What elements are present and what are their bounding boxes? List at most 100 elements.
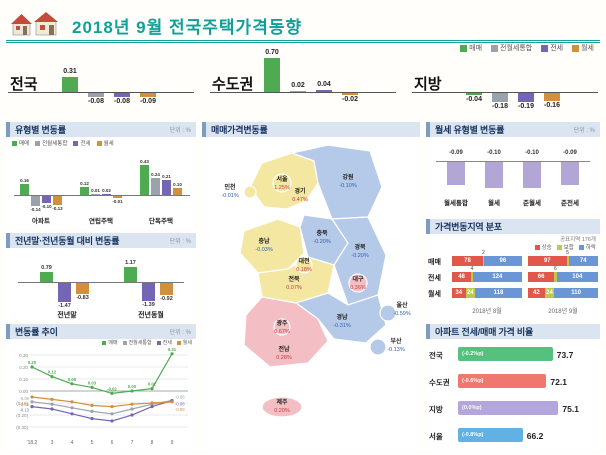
panel-header: 아파트 전세/매매 가격 비율 — [426, 324, 600, 339]
monthly-rent-chart: -0.09 월세통합 -0.10 월세 -0.10 준월세 -0.09 준전세 — [426, 137, 600, 214]
ratio-bar — [458, 401, 559, 415]
bar-value-label: 0.16 — [20, 177, 29, 183]
data-point — [110, 419, 114, 423]
segment-count-label: 97 — [543, 258, 551, 264]
chart-text: 0.06 — [68, 377, 77, 382]
line-series — [31, 400, 173, 422]
chart-text: 0.30 — [19, 353, 28, 358]
bar-value-label: 0.43 — [140, 158, 149, 164]
bar — [31, 196, 40, 206]
legend-swatch — [578, 244, 584, 250]
chart-text: 0.07% — [286, 285, 302, 291]
segment-count-label: 110 — [571, 290, 581, 296]
bar — [173, 188, 182, 195]
chart-text: 인천 — [224, 183, 236, 191]
ratio-value: 72.1 — [550, 377, 567, 387]
row-label: 매매 — [428, 259, 441, 266]
bar-value-label: 0.12 — [80, 180, 89, 186]
axis-baseline — [412, 92, 598, 93]
legend-label: 매매 — [19, 141, 30, 147]
page-title: 2018년 9월 전국주택가격동향 — [72, 18, 303, 37]
legend-label: 월세 — [182, 340, 192, 346]
korea-map-body: 서울 1.25% 인천 -0.01% 경기 0.47% 강원 -0.10% 충북 -0.20% 충남… — [202, 137, 420, 450]
stacked-segment — [475, 288, 522, 298]
chart-text: 0.31 — [168, 347, 177, 352]
legend-item: 보합 — [556, 243, 574, 251]
data-point — [70, 406, 74, 410]
panel-title: 유형별 변동률 — [15, 125, 66, 135]
chart-text: 0.20 — [19, 365, 28, 370]
chart-text: 부산 — [390, 337, 402, 345]
ratio-bar — [458, 428, 523, 442]
legend-swatch — [491, 44, 499, 52]
chart-text: 3 — [51, 440, 54, 446]
bar — [561, 162, 579, 186]
legend-item: 전월세통합 — [122, 339, 152, 346]
chart-text: -0.08 — [175, 395, 185, 400]
panel-header: 전년말·전년동월 대비 변동률 단위 : % — [6, 233, 196, 248]
legend-label: 매매 — [108, 340, 118, 346]
data-point — [130, 413, 134, 417]
stacked-segment — [465, 288, 476, 298]
legend-item: 전세 — [73, 139, 91, 147]
chart-text: 9 — [171, 440, 174, 446]
map-region-gwangju — [273, 318, 291, 336]
row-label: 서울 — [429, 432, 443, 441]
chart-text: 4 — [71, 440, 74, 446]
chart-text: -0.59% — [393, 311, 411, 317]
data-point — [110, 412, 114, 416]
line-series — [31, 400, 173, 415]
legend-label: 매매 — [469, 45, 483, 52]
chart-text: (0.20) — [16, 413, 28, 418]
category-label: 전년말 — [57, 312, 77, 319]
legend-swatch — [12, 140, 17, 146]
data-point — [30, 365, 34, 369]
bar — [160, 283, 173, 295]
bar-value-label: 1.17 — [125, 259, 136, 266]
region-name: 지방 — [414, 76, 442, 93]
bar-value-label: -0.18 — [492, 102, 508, 110]
bar-value-label: -0.19 — [518, 103, 534, 111]
chart-text: -0.05 — [19, 402, 29, 407]
jeonse-ratio-chart: 전국 (-0.2%p) 73.7 수도권 (-0.6%p) 72.1 지방 (0.0%p) 75… — [426, 339, 600, 450]
chart-text: 경기 — [294, 187, 305, 195]
bar-value-label: -1.47 — [58, 303, 71, 310]
trend-chart: 매매 전월세통합 전세 월세 0.30 0.20 0.10 0.00 (0.10) (0.20)(… — [6, 339, 196, 450]
category-label: 월세 — [488, 200, 500, 207]
bar — [42, 196, 51, 203]
ratio-value: 73.7 — [556, 350, 574, 360]
bar — [485, 162, 503, 188]
chart-text: 0.18% — [296, 267, 312, 273]
axis-baseline — [14, 195, 190, 196]
bar — [76, 283, 89, 294]
panel-yearly-change: 전년말·전년동월 대비 변동률 단위 : % 0.79 -1.47 -0.83 전년말… — [6, 233, 196, 319]
legend-label: 전세 — [162, 340, 172, 346]
chart-text: -0.03% — [255, 247, 273, 253]
yearly-change-chart: 0.79 -1.47 -0.83 전년말 1.17 -1.39 -0.92 전년동월 — [6, 248, 196, 319]
chart-text: 0.28% — [276, 355, 292, 361]
bar — [80, 186, 89, 195]
chart-text: 경남 — [336, 313, 348, 321]
data-point — [30, 405, 34, 409]
map-region-daejeon — [295, 256, 313, 274]
bar-value-label: -0.92 — [160, 295, 173, 302]
legend-swatch — [541, 44, 549, 52]
bar — [316, 90, 332, 92]
summary-strip: 전국 0.31 -0.08 -0.08 -0.09 수도권 0.70 0.02 0.04 -0.0… — [0, 46, 606, 120]
stacked-segment — [568, 256, 598, 266]
chart-text: -0.20% — [351, 253, 369, 259]
data-point — [130, 407, 134, 411]
axis-baseline — [210, 92, 396, 93]
panel-region-distribution: 가격변동지역 분포 공표지역 176개 상승 보합 하락 매매 78 2 96 97 5 74 전세 4… — [426, 219, 600, 319]
stacked-segment — [483, 256, 484, 266]
bar — [544, 93, 560, 101]
korea-map: 서울 1.25% 인천 -0.01% 경기 0.47% 강원 -0.10% 충북 -0.20% 충남… — [221, 144, 411, 418]
legend-item: 전월세통합 — [35, 139, 67, 147]
legend-label: 하락 — [585, 245, 596, 251]
chart-text: 0.67% — [274, 329, 290, 335]
legend-label: 전월세통합 — [500, 45, 533, 52]
segment-count-label: 34 — [455, 290, 463, 296]
bar — [114, 93, 130, 97]
legend-label: 월세 — [103, 141, 114, 147]
bar-value-label: -0.04 — [466, 95, 482, 103]
